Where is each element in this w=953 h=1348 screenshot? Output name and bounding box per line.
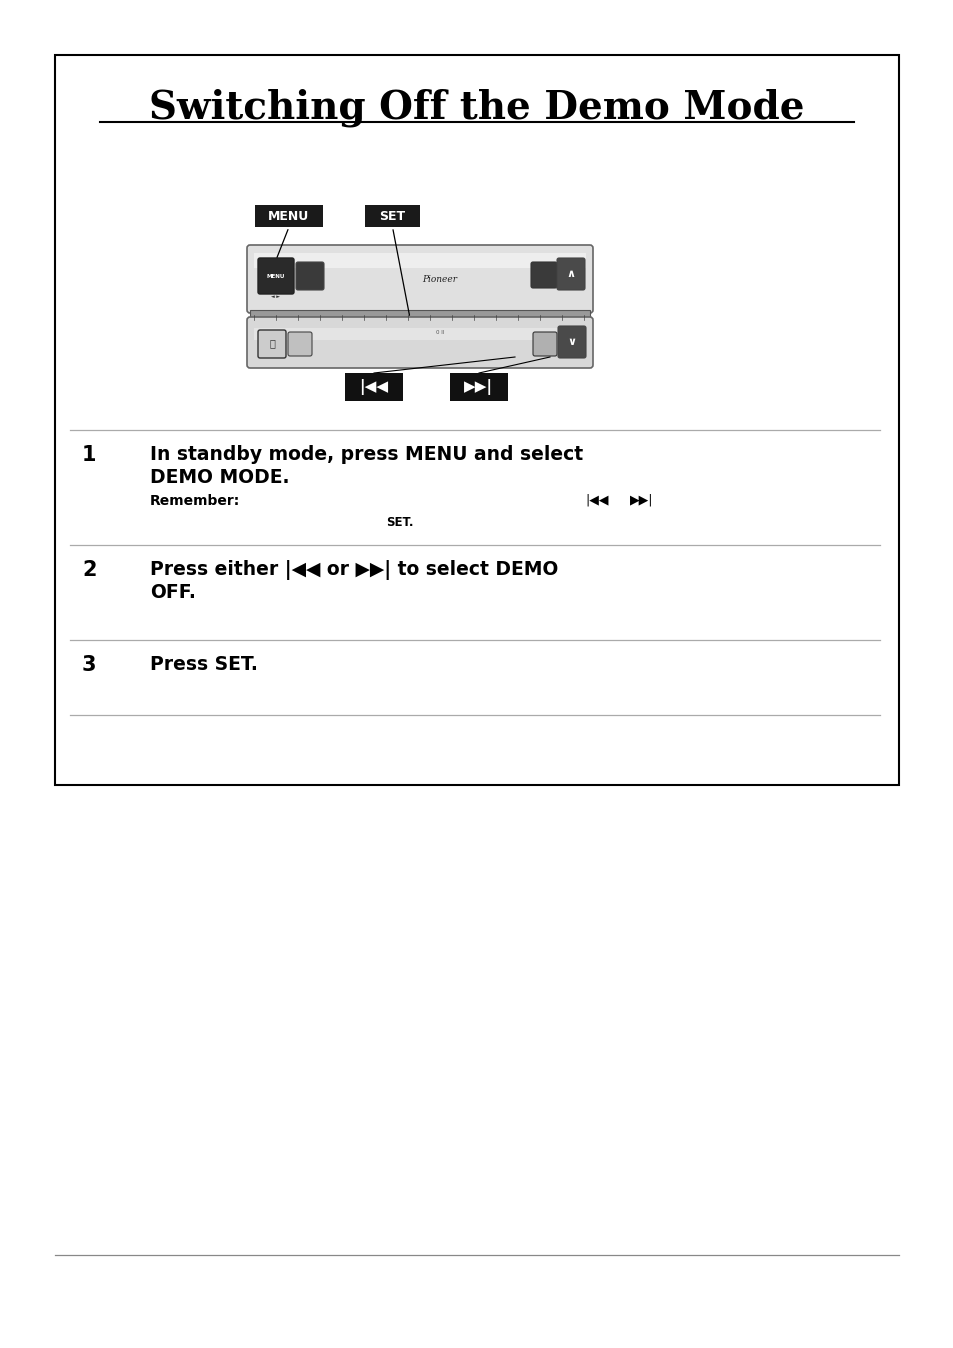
Text: SET.: SET. bbox=[386, 516, 414, 528]
Bar bbox=[254, 205, 323, 226]
FancyBboxPatch shape bbox=[288, 332, 312, 356]
Text: SET: SET bbox=[379, 209, 405, 222]
Text: |◀◀: |◀◀ bbox=[584, 493, 608, 507]
Text: DEMO MODE.: DEMO MODE. bbox=[150, 468, 289, 487]
Text: |◀◀: |◀◀ bbox=[359, 379, 388, 395]
FancyBboxPatch shape bbox=[558, 326, 585, 359]
Text: 1: 1 bbox=[82, 445, 96, 465]
Text: MENU: MENU bbox=[267, 274, 285, 279]
Text: OFF.: OFF. bbox=[150, 582, 195, 603]
Text: ⏻: ⏻ bbox=[269, 338, 274, 348]
Text: In standby mode, press MENU and select: In standby mode, press MENU and select bbox=[150, 445, 582, 464]
Text: ▶▶|: ▶▶| bbox=[464, 379, 493, 395]
FancyBboxPatch shape bbox=[533, 332, 557, 356]
Text: Press SET.: Press SET. bbox=[150, 655, 257, 674]
FancyBboxPatch shape bbox=[247, 245, 593, 313]
Text: ∧: ∧ bbox=[566, 270, 575, 279]
Text: Remember:: Remember: bbox=[150, 493, 240, 508]
Bar bbox=[253, 328, 585, 340]
Bar bbox=[450, 373, 507, 400]
FancyBboxPatch shape bbox=[295, 262, 324, 290]
FancyBboxPatch shape bbox=[247, 317, 593, 368]
Text: Press either |◀◀ or ▶▶| to select DEMO: Press either |◀◀ or ▶▶| to select DEMO bbox=[150, 559, 558, 580]
Text: MENU: MENU bbox=[268, 209, 310, 222]
Bar bbox=[365, 205, 419, 226]
Text: 0 II: 0 II bbox=[436, 330, 444, 336]
Text: ◄ ►: ◄ ► bbox=[272, 294, 280, 298]
Bar bbox=[250, 310, 589, 319]
FancyBboxPatch shape bbox=[557, 257, 584, 290]
FancyBboxPatch shape bbox=[257, 330, 286, 359]
Text: ∨: ∨ bbox=[567, 337, 576, 346]
Text: 2: 2 bbox=[82, 559, 96, 580]
Text: Pioneer: Pioneer bbox=[422, 275, 457, 283]
Text: 3: 3 bbox=[82, 655, 96, 675]
FancyBboxPatch shape bbox=[257, 257, 294, 294]
Bar bbox=[253, 253, 585, 268]
Text: ▶▶|: ▶▶| bbox=[629, 493, 653, 507]
Bar bbox=[55, 55, 898, 785]
Bar bbox=[345, 373, 402, 400]
FancyBboxPatch shape bbox=[531, 262, 557, 288]
Text: Switching Off the Demo Mode: Switching Off the Demo Mode bbox=[149, 89, 804, 127]
